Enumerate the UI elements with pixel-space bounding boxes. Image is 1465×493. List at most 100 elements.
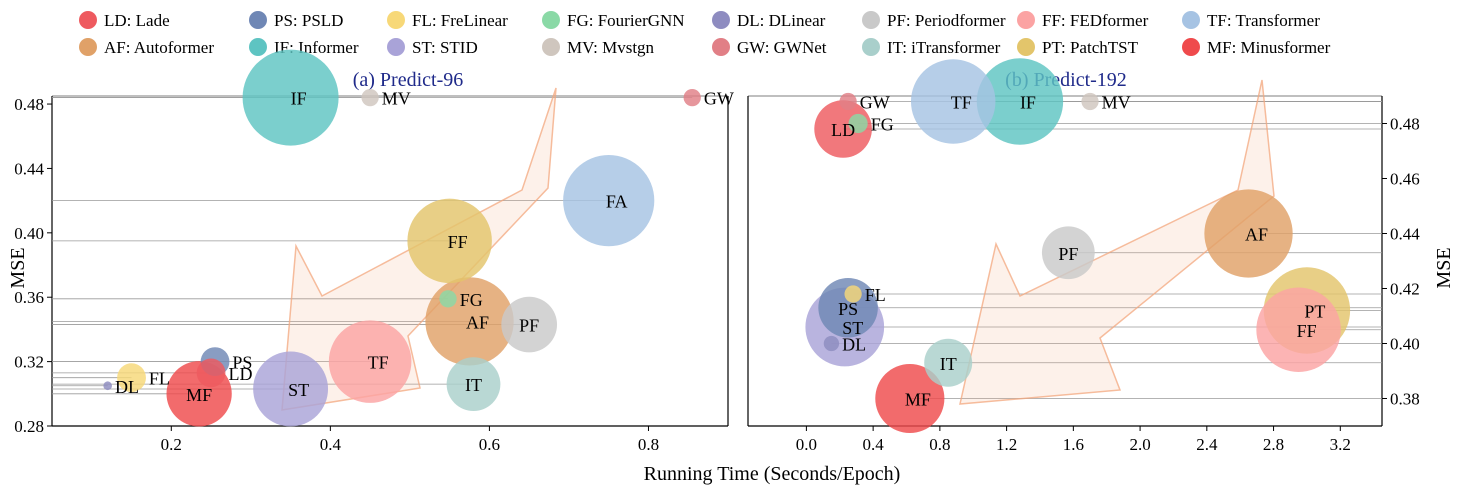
x-tick-label: 0.4: [863, 435, 885, 454]
chart-legend: LD: Lade PS: PSLD FL: FreLinear FG: Fourier…: [79, 11, 1331, 57]
legend-label: GW: GWNet: [737, 38, 827, 57]
legend-marker: [79, 11, 97, 29]
legend-item-it: IT: iTransformer: [862, 38, 1001, 57]
legend-marker: [1017, 38, 1035, 56]
bubble-st: [253, 351, 329, 427]
legend-marker: [862, 11, 880, 29]
bubble-label-if: IF: [291, 89, 307, 109]
legend-item-dl: DL: DLinear: [712, 11, 826, 30]
bubble-label-ps: PS: [232, 353, 252, 373]
bubble-if: [242, 49, 339, 146]
legend-label: MF: Minusformer: [1207, 38, 1331, 57]
bubble-fg: [439, 290, 457, 308]
bubble-label-af: AF: [1245, 225, 1268, 245]
bubble-label-pf: PF: [519, 316, 539, 336]
bubble-pf: [1041, 226, 1095, 280]
bubble-label-fl: FL: [865, 285, 886, 305]
panel-a-subtitle: (a) Predict-96: [353, 69, 464, 91]
x-tick-label: 2.0: [1129, 435, 1150, 454]
bubble-label-it: IT: [940, 354, 957, 374]
legend-marker: [1182, 38, 1200, 56]
legend-marker: [79, 38, 97, 56]
bubble-label-ld: LD: [228, 364, 252, 384]
legend-item-pf: PF: Periodformer: [862, 11, 1006, 30]
bubble-fl: [117, 363, 146, 393]
legend-marker: [542, 11, 560, 29]
legend-marker: [1182, 11, 1200, 29]
legend-label: FG: FourierGNN: [567, 11, 685, 30]
bubble-it: [446, 357, 501, 412]
bubble-label-ps: PS: [838, 299, 858, 319]
x-tick-label: 3.2: [1330, 435, 1351, 454]
bubble-ld: [196, 358, 226, 388]
legend-marker: [712, 11, 730, 29]
legend-item-ps: PS: PSLD: [249, 11, 343, 30]
bubble-label-fl: FL: [149, 369, 170, 389]
legend-label: LD: Lade: [104, 11, 170, 30]
y-tick-label: 0.42: [1390, 280, 1420, 299]
legend-item-mv: MV: Mvstgn: [542, 38, 655, 57]
legend-item-af: AF: Autoformer: [79, 38, 214, 57]
bubble-mv: [361, 88, 379, 107]
bubble-dl: [103, 381, 112, 391]
bubble-mv: [1081, 92, 1099, 111]
bubble-label-it: IT: [465, 375, 482, 395]
legend-item-st: ST: STID: [387, 38, 478, 57]
legend-item-gw: GW: GWNet: [712, 38, 827, 57]
bubble-tf: [910, 59, 996, 144]
bubble-if: [976, 58, 1064, 145]
y-tick-label: 0.32: [14, 353, 44, 372]
legend-label: AF: Autoformer: [104, 38, 214, 57]
bubble-fl: [844, 285, 862, 303]
x-tick-label: 0.8: [638, 435, 659, 454]
y-tick-label: 0.28: [14, 417, 44, 436]
y-tick-label: 0.44: [1390, 225, 1420, 244]
bubble-label-gw: GW: [704, 89, 734, 109]
bubble-it: [924, 338, 973, 387]
bubble-ff: [1256, 287, 1341, 372]
legend-item-pt: PT: PatchTST: [1017, 38, 1139, 57]
legend-marker: [387, 38, 405, 56]
bubble-label-if: IF: [1020, 93, 1036, 113]
y-tick-label: 0.38: [1390, 390, 1420, 409]
legend-label: MV: Mvstgn: [567, 38, 655, 57]
x-tick-label: 0.6: [479, 435, 500, 454]
bubble-fg: [848, 113, 868, 134]
x-tick-label: 1.6: [1063, 435, 1084, 454]
legend-item-tf: TF: Transformer: [1182, 11, 1320, 30]
bubble-label-dl: DL: [842, 335, 866, 355]
bubble-label-ld: LD: [831, 120, 855, 140]
bubble-gw: [683, 88, 701, 107]
legend-label: TF: Transformer: [1207, 11, 1320, 30]
x-tick-label: 2.8: [1263, 435, 1284, 454]
bubble-mf: [875, 363, 945, 434]
legend-item-fl: FL: FreLinear: [387, 11, 508, 30]
legend-label: FF: FEDformer: [1042, 11, 1149, 30]
bubble-label-gw: GW: [860, 93, 890, 113]
legend-marker: [712, 38, 730, 56]
legend-label: PF: Periodformer: [887, 11, 1006, 30]
legend-marker: [542, 38, 560, 56]
bubble-label-pt: PT: [1304, 302, 1325, 322]
legend-item-fg: FG: FourierGNN: [542, 11, 685, 30]
legend-label: FL: FreLinear: [412, 11, 508, 30]
bubble-label-mf: MF: [186, 385, 212, 405]
bubble-gw: [839, 92, 857, 111]
legend-label: PT: PatchTST: [1042, 38, 1139, 57]
legend-marker: [249, 11, 267, 29]
legend-marker: [1017, 11, 1035, 29]
bubble-label-ff: FF: [1297, 321, 1317, 341]
x-tick-label: 1.2: [996, 435, 1017, 454]
y-tick-label: 0.40: [1390, 335, 1420, 354]
legend-item-ld: LD: Lade: [79, 11, 170, 30]
x-tick-label: 0.2: [161, 435, 182, 454]
legend-item-ff: FF: FEDformer: [1017, 11, 1149, 30]
bubble-label-pf: PF: [1058, 244, 1078, 264]
bubble-label-fg: FG: [871, 115, 894, 135]
legend-marker: [387, 11, 405, 29]
bubble-label-mv: MV: [1102, 93, 1131, 113]
y-tick-label: 0.44: [14, 159, 44, 178]
